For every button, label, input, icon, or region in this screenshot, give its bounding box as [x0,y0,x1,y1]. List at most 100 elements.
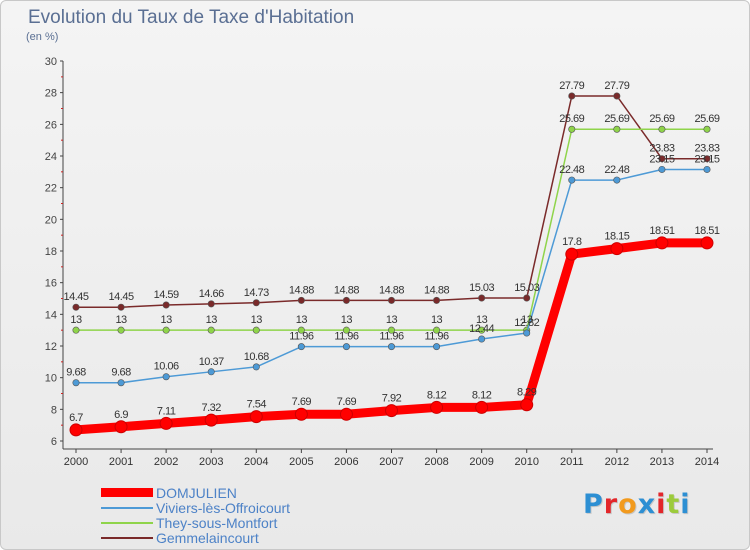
data-label-3: 14.45 [109,291,134,303]
legend-item-viviers: Viviers-lès-Offroicourt [101,500,290,516]
data-label-0: 18.15 [604,231,629,243]
data-label-0: 18.51 [694,225,719,237]
legend-label-domjulien: DOMJULIEN [156,484,237,501]
y-tick-label: 14 [45,309,57,321]
data-label-1: 12.82 [514,317,539,329]
data-label-0: 6.7 [69,412,83,424]
legend-item-they: They-sous-Montfort [101,515,290,531]
x-tick-label: 2013 [650,456,674,468]
series-point-3 [703,155,711,163]
y-tick-label: 16 [45,278,57,290]
x-tick-label: 2007 [379,456,403,468]
series-point-1 [297,343,305,351]
x-tick-label: 2001 [109,456,133,468]
y-tick-label: 24 [45,151,57,163]
legend-item-domjulien: DOMJULIEN [101,484,290,501]
legend-label-gemmelaincourt: Gemmelaincourt [156,529,259,546]
series-point-0 [294,407,308,421]
data-label-2: 25.69 [649,113,674,125]
data-label-2: 13 [476,314,488,326]
series-point-1 [252,363,260,371]
data-label-0: 7.69 [337,396,357,408]
x-tick-label: 2004 [244,456,268,468]
data-label-1: 22.48 [559,164,584,176]
series-point-2 [252,326,260,334]
data-label-0: 7.92 [382,393,402,405]
series-point-2 [658,125,666,133]
data-label-2: 13 [161,314,173,326]
series-point-0 [430,400,444,414]
series-point-1 [387,343,395,351]
data-label-2: 13 [386,314,398,326]
data-label-2: 25.69 [604,113,629,125]
data-label-0: 7.32 [202,402,222,414]
data-label-1: 12.44 [469,323,494,335]
series-point-2 [207,326,215,334]
data-label-2: 13 [296,314,308,326]
data-label-3: 14.73 [244,287,269,299]
series-point-0 [159,416,173,430]
series-point-0 [520,398,534,412]
logo-letter: r [603,489,619,520]
series-line-3 [75,95,708,308]
y-tick-label: 6 [51,436,57,448]
series-point-3 [478,294,486,302]
x-tick-label: 2010 [514,456,538,468]
data-label-0: 17.8 [562,236,582,248]
series-point-1 [703,165,711,173]
series-point-0 [69,423,83,437]
series-point-1 [72,379,80,387]
series-point-1 [613,176,621,184]
data-label-1: 11.96 [424,331,449,343]
series-point-2 [297,326,305,334]
legend-swatch-they [101,521,153,524]
data-label-2: 13 [251,314,263,326]
data-label-0: 8.12 [472,389,492,401]
x-tick-label: 2005 [289,456,313,468]
y-tick-label: 22 [45,183,57,195]
y-tick-label: 26 [45,119,57,131]
series-point-3 [342,296,350,304]
series-point-1 [478,335,486,343]
data-label-1: 9.68 [111,367,131,379]
y-tick-label: 8 [51,404,57,416]
data-label-3: 14.59 [154,289,179,301]
y-tick-label: 28 [45,88,57,100]
data-label-1: 10.37 [199,356,224,368]
y-tick-label: 12 [45,341,57,353]
x-tick-label: 2009 [469,456,493,468]
series-point-1 [523,329,531,337]
data-label-3: 14.66 [199,288,224,300]
series-point-2 [568,125,576,133]
series-point-0 [114,420,128,434]
x-tick-label: 2014 [695,456,719,468]
chart-unit: (en %) [26,31,59,43]
data-label-1: 23.15 [649,153,674,165]
series-point-3 [658,155,666,163]
data-label-3: 14.88 [424,284,449,296]
series-point-2 [433,326,441,334]
data-label-2: 13 [115,314,127,326]
data-label-3: 27.79 [604,80,629,92]
series-point-1 [342,343,350,351]
data-label-2: 13 [341,314,353,326]
data-label-3: 23.83 [694,143,719,155]
series-point-2 [613,125,621,133]
data-label-0: 7.54 [247,399,267,411]
series-point-2 [342,326,350,334]
legend-swatch-domjulien [101,488,153,497]
data-label-3: 14.88 [289,284,314,296]
data-label-3: 14.45 [63,291,88,303]
data-label-0: 8.12 [427,389,447,401]
data-label-2: 13 [521,314,533,326]
data-label-1: 11.96 [334,331,359,343]
data-label-2: 25.69 [694,113,719,125]
data-label-1: 10.68 [244,351,269,363]
series-point-1 [117,379,125,387]
data-label-3: 15.03 [469,282,494,294]
series-point-1 [207,368,215,376]
data-label-0: 7.69 [292,396,312,408]
series-point-3 [297,296,305,304]
